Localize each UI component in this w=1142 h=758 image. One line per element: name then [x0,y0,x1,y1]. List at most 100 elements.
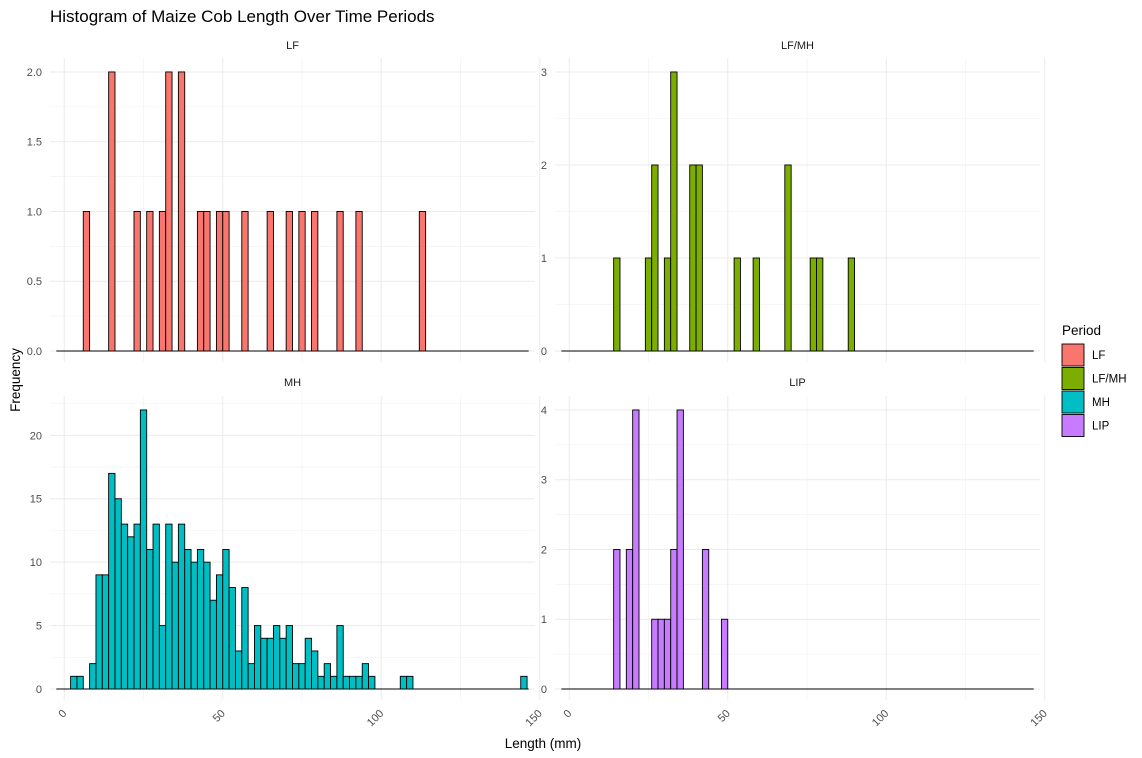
chart-title: Histogram of Maize Cob Length Over Time … [50,7,435,26]
histogram-bar [695,164,703,352]
panel-lf: 0.0 0.5 1.0 1.5 2.0 LF [27,40,541,362]
histogram-bar [165,523,173,690]
y-tick-label: 4 [541,405,547,417]
legend-key [1061,390,1085,414]
histogram-bar [613,549,621,690]
x-tick-label: 150 [523,708,544,729]
legend-key [1061,343,1085,367]
histogram-bar [139,409,148,690]
histogram-bar [184,549,192,690]
histogram-bar [663,618,672,690]
histogram-bar [165,71,173,352]
histogram-bar [146,549,154,690]
histogram-bar [222,211,230,352]
panel-strip-label: LF [286,40,299,52]
y-tick-label: 3 [541,475,547,487]
histogram-bar [323,663,331,690]
y-tick-label: 0 [36,684,42,696]
histogram-bar [784,164,792,352]
y-tick-label: 2.0 [27,67,42,79]
y-tick-label: 10 [30,557,42,569]
legend-label: LIP [1092,421,1110,433]
y-tick-label: 1.5 [27,137,42,149]
histogram-bar [311,211,319,352]
histogram-bar [809,257,817,352]
y-tick-label: 15 [30,494,42,506]
x-axis-title: Length (mm) [505,736,582,751]
y-tick-label: 0.0 [27,346,42,358]
histogram-bar [215,574,224,690]
histogram-bar [285,211,293,352]
histogram-bar [644,257,653,352]
histogram-bar [273,625,281,690]
legend-label: LF [1092,350,1105,362]
histogram-bar [228,587,236,690]
histogram-bar [222,549,230,690]
histogram-bar [298,663,306,690]
histogram-bar [89,663,97,690]
histogram-bar [177,71,186,352]
histogram-bar [689,164,697,352]
histogram-bar [114,498,122,690]
histogram-bar [82,211,91,352]
legend-key [1061,367,1085,390]
histogram-bar [203,561,211,690]
histogram-bar [399,675,408,690]
x-tick-label: 50 [211,708,228,725]
histogram-bar [317,675,325,690]
histogram-bar [368,675,376,690]
histogram-bar [158,211,167,352]
histogram-bar [361,663,370,690]
y-tick-label: 0 [541,346,547,358]
legend-label: LF/MH [1092,374,1127,386]
histogram-bar [120,523,129,690]
histogram-bar [127,536,135,690]
legend-label: MH [1092,397,1110,409]
histogram-bar [670,71,678,352]
histogram-bar [733,257,741,352]
histogram-bar [254,625,262,690]
y-tick-label: 2 [541,544,547,556]
histogram-bar [418,211,427,352]
histogram-bar [298,211,306,352]
histogram-bar [657,618,665,690]
histogram-bar [752,257,760,352]
x-tick-label: 50 [716,708,733,725]
histogram-bar [355,211,363,352]
y-tick-label: 0.5 [27,276,42,288]
histogram-bar [311,650,319,690]
histogram-bar [266,637,274,690]
legend-title: Period [1062,323,1101,338]
histogram-bar [336,625,344,690]
histogram-bar [70,675,78,690]
histogram-bar [632,409,640,690]
histogram-bar [146,211,154,352]
histogram-bar [196,211,205,352]
histogram-bar [247,663,255,690]
histogram-bar [285,625,293,690]
panel-strip-label: LIP [789,377,806,389]
y-tick-label: 1.0 [27,206,42,218]
histogram-bar [241,587,249,690]
histogram-bar [95,574,103,690]
histogram-bar [330,675,338,690]
histogram-bar [76,675,84,690]
y-tick-label: 1 [541,253,547,265]
y-tick-label: 3 [541,67,547,79]
histogram-bar [133,523,141,690]
histogram-bar [215,211,224,352]
histogram-bar [406,675,414,690]
histogram-bar [152,523,160,690]
histogram-bar [292,663,300,690]
histogram-bar [196,549,205,690]
histogram-bar [158,625,167,690]
histogram-bar [613,257,621,352]
histogram-bar [720,618,729,690]
histogram-bar [520,675,528,690]
histogram-bar [101,574,110,690]
histogram-bar [209,599,217,690]
x-tick-label: 100 [870,708,891,729]
y-tick-label: 1 [541,614,547,626]
histogram-bar [355,675,363,690]
